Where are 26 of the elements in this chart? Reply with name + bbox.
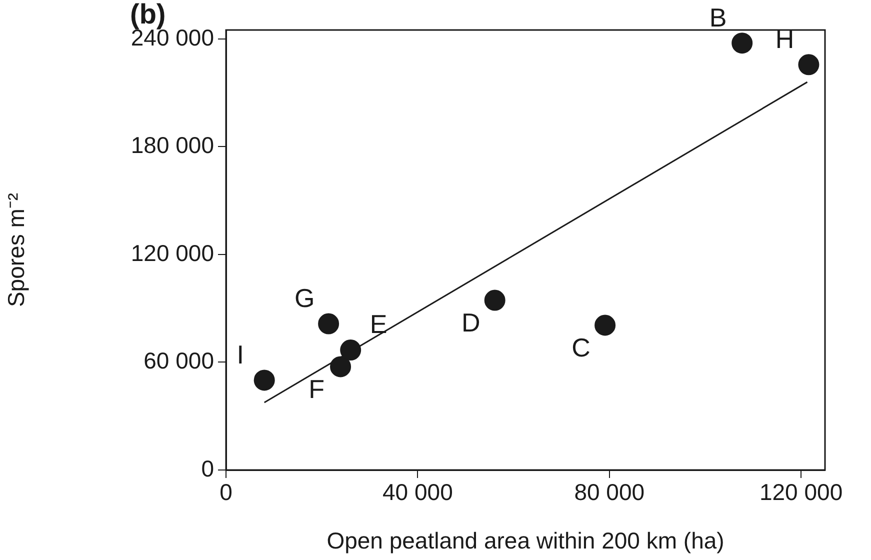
- y-tick-label: 0: [201, 455, 214, 482]
- point: [732, 32, 753, 54]
- annotation: H: [775, 24, 794, 54]
- point: [254, 370, 275, 391]
- annotation: I: [236, 339, 244, 370]
- x-tick-label: 120 000: [759, 479, 843, 506]
- x-axis-title: Open peatland area within 200 km (ha): [326, 528, 724, 554]
- point: [318, 313, 340, 334]
- y-axis-title: Spores m⁻²: [3, 192, 30, 308]
- x-tick-label: 80 000: [574, 479, 645, 506]
- y-tick-label: 120 000: [130, 240, 214, 266]
- x-tick-label: 40 000: [382, 479, 453, 506]
- point: [330, 356, 352, 378]
- point: [340, 340, 362, 361]
- x-tick-label: 0: [220, 479, 232, 506]
- point: [798, 54, 820, 76]
- annotation: D: [461, 307, 480, 338]
- y-tick-label: 60 000: [144, 348, 214, 374]
- annotation: C: [572, 332, 590, 362]
- annotation: E: [370, 309, 388, 340]
- annotation: F: [308, 374, 324, 404]
- annotation: B: [709, 2, 727, 32]
- point: [484, 290, 506, 311]
- annotation: G: [294, 282, 315, 313]
- point: [594, 314, 616, 336]
- y-tick-label: 180 000: [130, 132, 214, 158]
